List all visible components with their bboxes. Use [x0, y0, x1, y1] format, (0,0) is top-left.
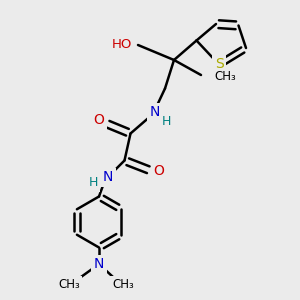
Text: CH₃: CH₃: [58, 278, 80, 292]
Text: H: H: [162, 115, 171, 128]
Text: CH₃: CH₃: [214, 70, 236, 83]
Text: O: O: [154, 164, 164, 178]
Text: CH₃: CH₃: [112, 278, 134, 292]
Text: S: S: [214, 58, 224, 71]
Text: N: N: [94, 257, 104, 271]
Text: HO: HO: [112, 38, 132, 52]
Text: H: H: [88, 176, 98, 190]
Text: N: N: [103, 170, 113, 184]
Text: O: O: [94, 113, 104, 127]
Text: N: N: [149, 106, 160, 119]
